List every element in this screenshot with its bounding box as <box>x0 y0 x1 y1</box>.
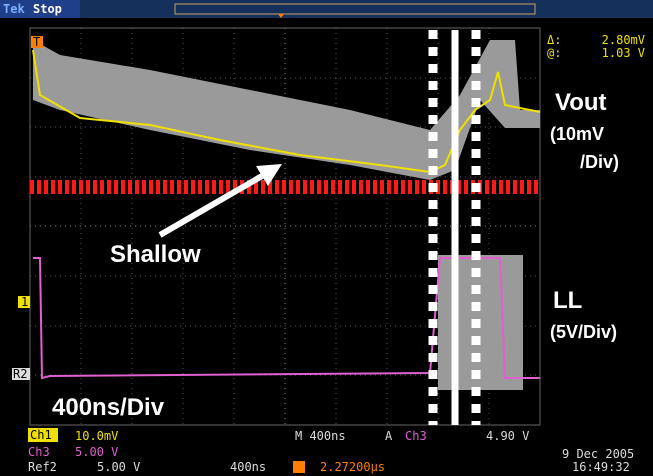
trigger-marker: T <box>33 35 40 49</box>
ll-scale: (5V/Div) <box>550 322 617 342</box>
timebase-label: 400ns/Div <box>52 394 165 421</box>
brand: Tek <box>3 2 25 16</box>
ch3-scale: 5.00 V <box>75 445 118 459</box>
ref2-scale: 5.00 V <box>97 460 140 474</box>
trigger-mode: A <box>385 429 393 443</box>
scope-screen: Tek Stop T 1 R2 Δ: 2.80mV @: 1.03 V Vout… <box>0 0 653 476</box>
trigger-level: 4.90 V <box>486 429 529 443</box>
ref2-marker: R2 <box>13 367 27 381</box>
ch3-label: Ch3 <box>28 445 50 459</box>
page: {"header": {"brand": "Tek", "state": "St… <box>0 0 653 476</box>
position-icon <box>293 461 305 473</box>
date: 9 Dec 2005 <box>562 447 634 461</box>
at-value: 1.03 V <box>602 46 645 60</box>
delta-value: 2.80mV <box>602 33 645 47</box>
shallow-label: Shallow <box>110 241 201 268</box>
vout-scale: (10mV <box>550 124 604 144</box>
ch1-marker: 1 <box>21 295 28 309</box>
trigger-source: Ch3 <box>405 429 427 443</box>
ch1-scale: 10.0mV <box>75 429 118 443</box>
time: 16:49:32 <box>572 460 630 474</box>
header-bar <box>0 0 653 18</box>
ref2-time: 400ns <box>230 460 266 474</box>
ch1-label: Ch1 <box>30 428 52 442</box>
vout-label: Vout <box>555 89 607 116</box>
horizontal-scale: M 400ns <box>295 429 346 443</box>
vout-scale: /Div) <box>580 152 619 172</box>
delta-label: Δ: <box>547 33 561 47</box>
ref2-position: 2.27200µs <box>320 460 385 474</box>
at-label: @: <box>547 46 561 60</box>
ref2-label: Ref2 <box>28 460 57 474</box>
run-state: Stop <box>33 2 62 16</box>
ll-label: LL <box>553 287 582 314</box>
